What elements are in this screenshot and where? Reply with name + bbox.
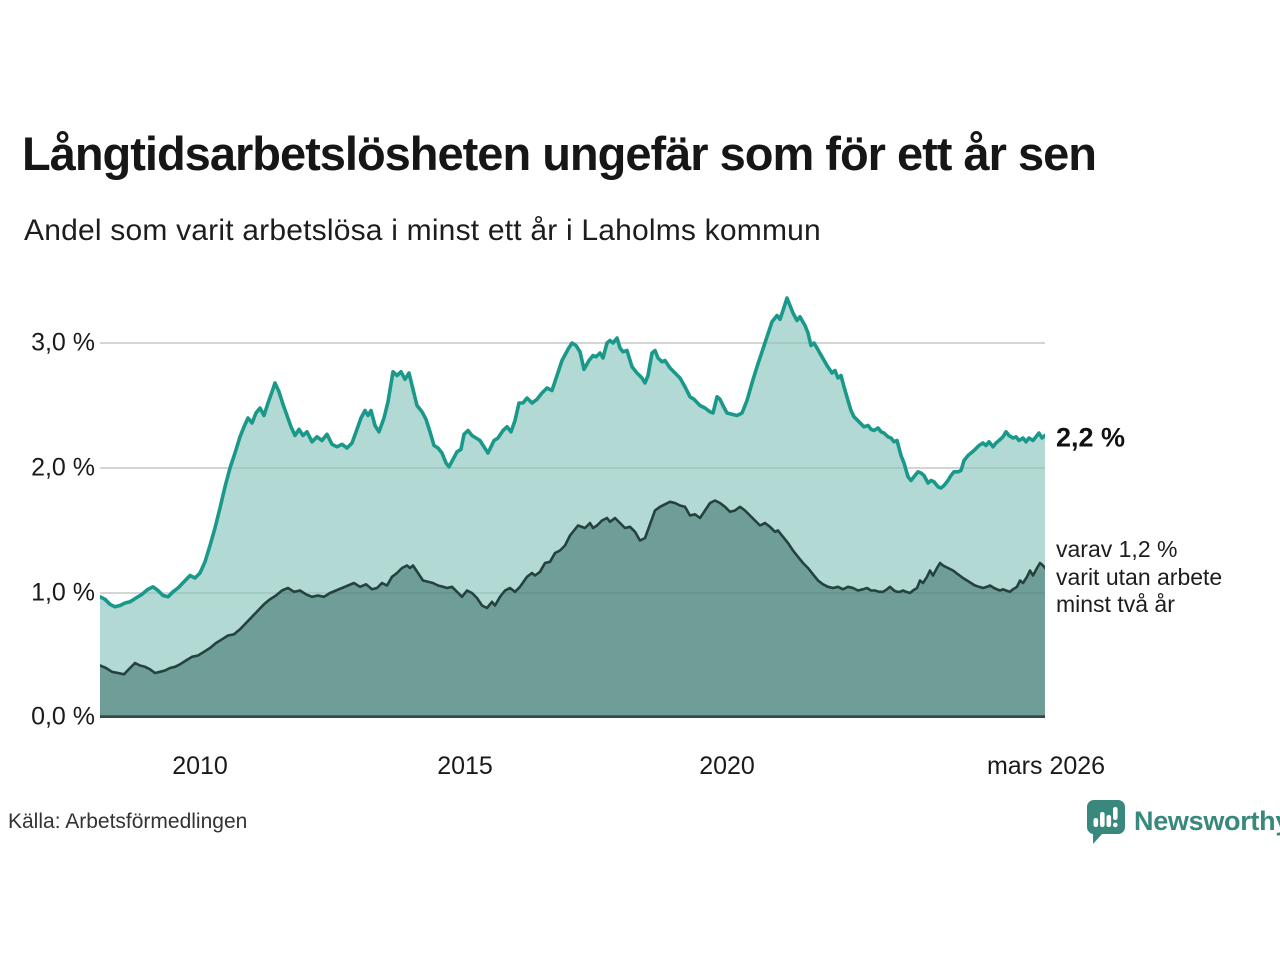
x-axis-label-2020: 2020 [699,752,755,780]
chart-subtitle: Andel som varit arbetslösa i minst ett å… [24,214,821,247]
source-caption: Källa: Arbetsförmedlingen [8,810,248,833]
y-axis-label-2: 2,0 % [31,453,95,482]
secondary-annotation-line3: minst två år [1056,591,1175,617]
secondary-annotation: varav 1,2 % varit utan arbete minst två … [1056,536,1222,619]
y-axis-label-1: 1,0 % [31,578,95,607]
latest-value-annotation: 2,2 % [1056,422,1126,453]
y-axis-label-0: 0,0 % [31,702,95,731]
speech-bubble-bar-chart-icon [1086,800,1125,844]
x-axis-label-2010: 2010 [172,752,228,780]
x-axis-label-mars-2026: mars 2026 [986,752,1106,780]
secondary-annotation-line1: varav 1,2 % [1056,536,1178,562]
page-title: Långtidsarbetslösheten ungefär som för e… [22,127,1097,180]
newsworthy-logo: Newsworthy [1086,799,1280,849]
secondary-annotation-line2: varit utan arbete [1056,563,1223,590]
y-axis-label-3: 3,0 % [31,328,95,357]
x-axis-label-2015: 2015 [437,752,493,780]
area-chart [100,296,1045,718]
newsworthy-wordmark: Newsworthy [1134,806,1280,836]
